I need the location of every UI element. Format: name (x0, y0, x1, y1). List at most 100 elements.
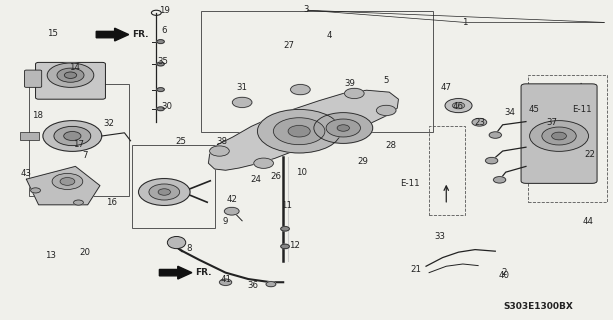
Text: 24: 24 (251, 175, 262, 184)
Text: 47: 47 (441, 83, 452, 92)
Circle shape (281, 244, 289, 249)
Circle shape (64, 72, 77, 78)
Circle shape (493, 177, 506, 183)
Circle shape (54, 126, 91, 146)
Text: 39: 39 (344, 79, 355, 88)
Circle shape (74, 200, 83, 205)
Text: 21: 21 (410, 265, 421, 274)
Text: 28: 28 (386, 141, 397, 150)
Circle shape (232, 97, 252, 108)
Circle shape (219, 279, 232, 285)
Text: 38: 38 (216, 137, 227, 146)
Circle shape (47, 63, 94, 87)
Circle shape (445, 99, 472, 113)
Circle shape (64, 132, 81, 140)
Bar (20, 132, 39, 140)
Text: 46: 46 (453, 102, 464, 111)
Polygon shape (208, 90, 398, 170)
Bar (429, 126, 465, 215)
Text: 12: 12 (289, 241, 300, 250)
Circle shape (489, 132, 501, 138)
Text: 22: 22 (584, 150, 595, 159)
Circle shape (542, 127, 576, 145)
Bar (528, 75, 607, 202)
Circle shape (273, 118, 325, 145)
Circle shape (224, 207, 239, 215)
Circle shape (376, 105, 396, 116)
Text: 4: 4 (327, 31, 332, 40)
Circle shape (52, 173, 83, 189)
Text: E-11: E-11 (400, 179, 419, 188)
Text: 36: 36 (247, 281, 258, 290)
Circle shape (157, 88, 164, 92)
Text: 27: 27 (284, 41, 295, 50)
Text: FR.: FR. (132, 30, 148, 39)
Text: 34: 34 (504, 108, 516, 117)
Circle shape (291, 84, 310, 95)
Text: 19: 19 (159, 6, 170, 15)
FancyBboxPatch shape (521, 84, 597, 183)
Text: 1: 1 (462, 18, 467, 27)
Circle shape (288, 125, 310, 137)
Circle shape (210, 146, 229, 156)
Text: 30: 30 (161, 102, 172, 111)
Ellipse shape (167, 236, 186, 249)
Text: 15: 15 (47, 29, 58, 38)
Circle shape (452, 102, 465, 109)
Text: FR.: FR. (195, 268, 211, 277)
Text: 26: 26 (270, 172, 281, 181)
Text: 14: 14 (69, 63, 80, 72)
Text: 20: 20 (79, 248, 90, 257)
Text: 31: 31 (237, 83, 248, 92)
Text: 37: 37 (546, 118, 557, 127)
Circle shape (157, 62, 164, 66)
Text: E-11: E-11 (573, 105, 592, 114)
Polygon shape (159, 266, 192, 279)
Circle shape (345, 88, 364, 99)
Circle shape (254, 158, 273, 168)
Circle shape (326, 119, 360, 137)
Text: 16: 16 (106, 198, 117, 207)
Text: 10: 10 (296, 168, 307, 177)
Bar (201, 11, 433, 132)
Circle shape (552, 132, 566, 140)
Circle shape (31, 188, 40, 193)
Circle shape (158, 189, 170, 195)
Text: 25: 25 (175, 137, 186, 146)
Text: 2: 2 (501, 268, 506, 277)
Text: S303E1300BX: S303E1300BX (503, 302, 573, 311)
Text: 7: 7 (82, 151, 87, 160)
Text: 42: 42 (226, 195, 237, 204)
Text: 44: 44 (583, 217, 594, 226)
Text: 5: 5 (384, 76, 389, 85)
Circle shape (149, 184, 180, 200)
FancyBboxPatch shape (25, 70, 42, 87)
Text: 43: 43 (20, 169, 31, 178)
Bar (132, 145, 215, 228)
Text: 3: 3 (304, 5, 309, 14)
Circle shape (314, 113, 373, 143)
Polygon shape (26, 166, 100, 205)
Circle shape (266, 282, 276, 287)
Circle shape (43, 121, 102, 151)
Text: 17: 17 (73, 140, 84, 149)
Circle shape (60, 178, 75, 185)
Text: 23: 23 (474, 118, 485, 127)
Text: 45: 45 (529, 105, 540, 114)
Text: 8: 8 (186, 244, 191, 253)
Text: 18: 18 (32, 111, 44, 120)
Circle shape (337, 125, 349, 131)
Text: 35: 35 (157, 57, 168, 66)
Text: 29: 29 (357, 157, 368, 166)
Circle shape (157, 40, 164, 44)
Text: 11: 11 (281, 201, 292, 210)
Circle shape (139, 179, 190, 205)
Circle shape (257, 109, 341, 153)
Circle shape (281, 227, 289, 231)
Text: 6: 6 (162, 26, 167, 35)
Circle shape (57, 68, 84, 82)
Polygon shape (96, 28, 129, 41)
Circle shape (530, 121, 588, 151)
Text: 41: 41 (220, 275, 231, 284)
Circle shape (485, 157, 498, 164)
